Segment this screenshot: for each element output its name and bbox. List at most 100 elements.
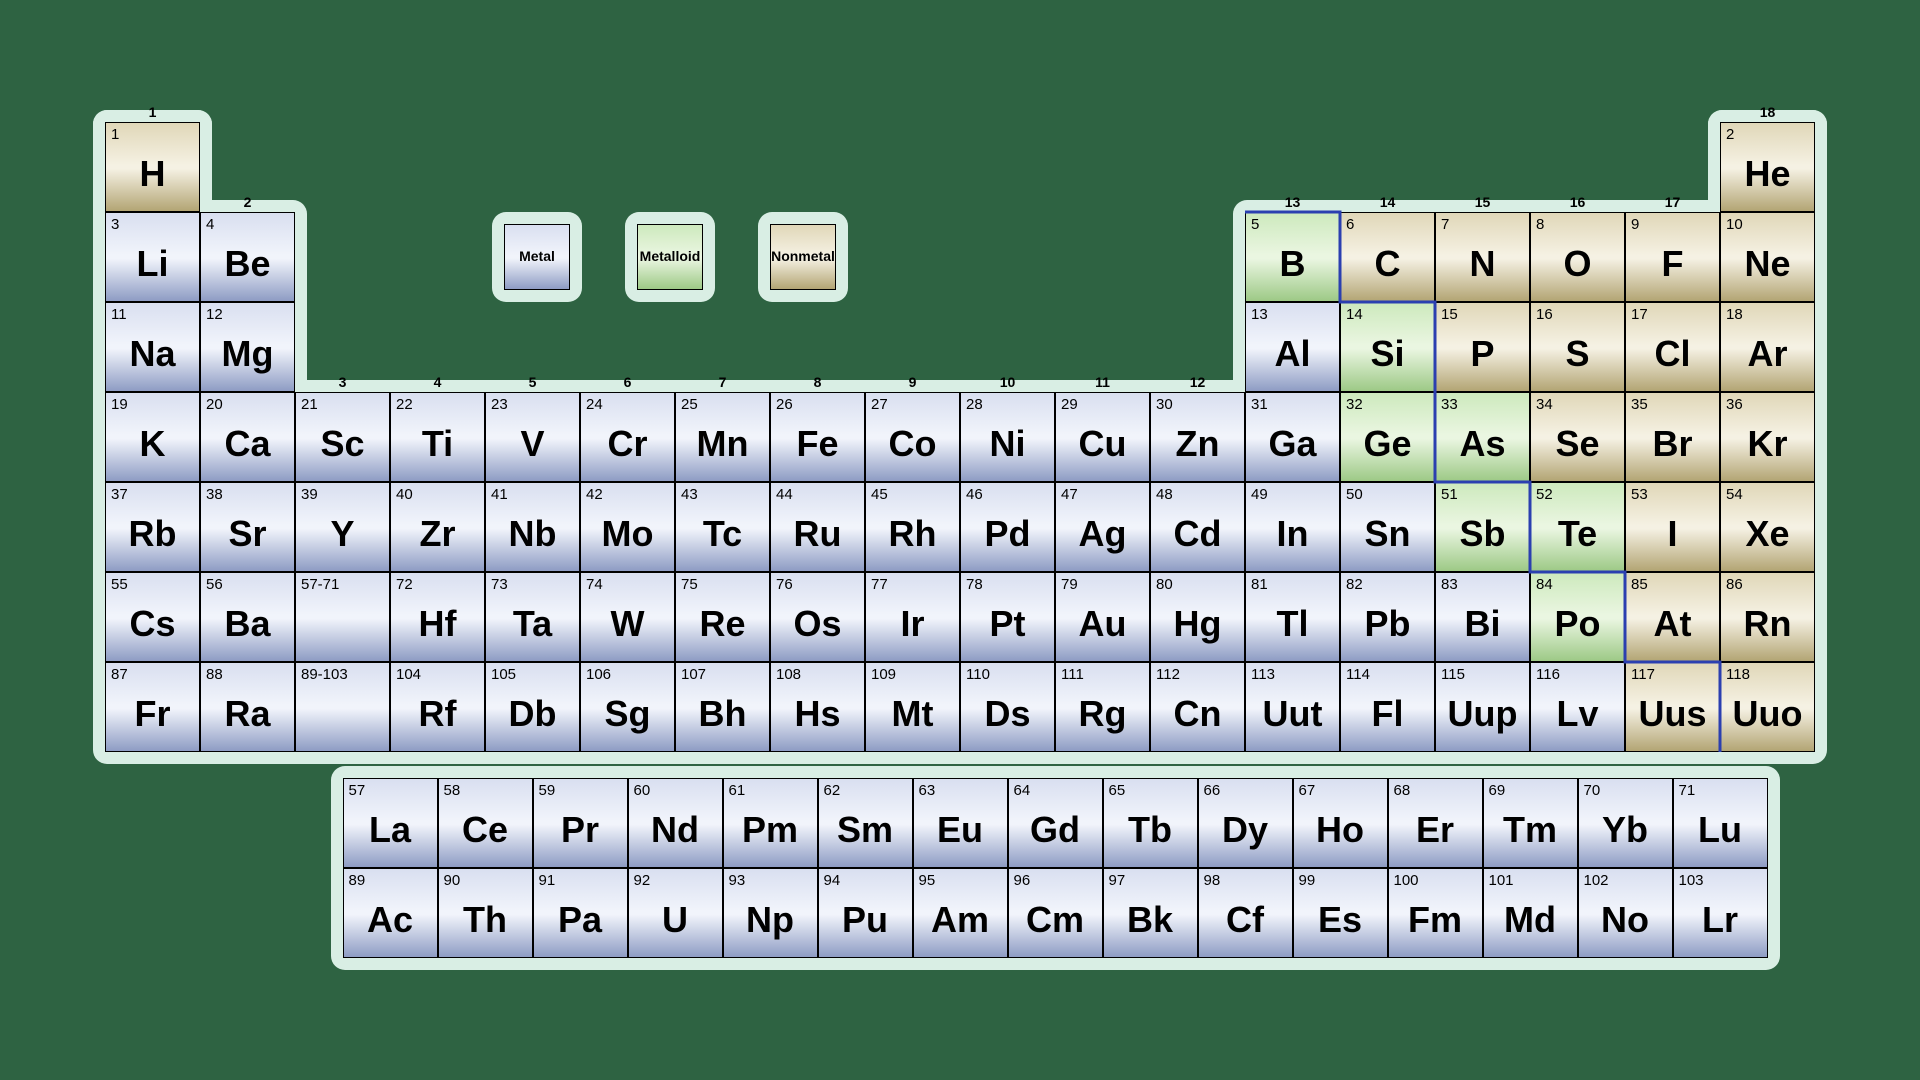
element-symbol: Mg xyxy=(201,333,294,375)
element-cell-Pm: 61Pm xyxy=(723,778,818,868)
element-cell-Pa: 91 Pa xyxy=(533,868,628,958)
element-cell-At: 85At xyxy=(1625,572,1720,662)
element-cell-Cd: 48Cd xyxy=(1150,482,1245,572)
element-cell-Se: 34Se xyxy=(1530,392,1625,482)
element-symbol: As xyxy=(1436,423,1529,465)
group-label-2: 2 xyxy=(233,194,263,210)
element-cell-Ti: 22Ti xyxy=(390,392,485,482)
element-cell-Sb: 51Sb xyxy=(1435,482,1530,572)
atomic-number: 89 xyxy=(349,872,366,889)
element-cell-Os: 76Os xyxy=(770,572,865,662)
element-symbol: Uus xyxy=(1626,693,1719,735)
atomic-number: 111 xyxy=(1061,666,1084,683)
element-symbol: Dy xyxy=(1199,809,1292,851)
atomic-number: 65 xyxy=(1109,782,1126,799)
element-symbol: Nd xyxy=(629,809,722,851)
atomic-number: 71 xyxy=(1679,782,1696,799)
element-cell-Au: 79Au xyxy=(1055,572,1150,662)
element-symbol: La xyxy=(344,809,437,851)
element-symbol: Pd xyxy=(961,513,1054,555)
element-symbol: Br xyxy=(1626,423,1719,465)
element-symbol: Pa xyxy=(534,899,627,941)
element-symbol: Ta xyxy=(486,603,579,645)
element-cell-Rg: 111 Rg xyxy=(1055,662,1150,752)
atomic-number: 117 xyxy=(1631,666,1655,683)
atomic-number: 21 xyxy=(301,396,318,413)
atomic-number: 106 xyxy=(586,666,611,683)
element-symbol: Fl xyxy=(1341,693,1434,735)
element-symbol: Zr xyxy=(391,513,484,555)
atomic-number: 41 xyxy=(491,486,508,503)
atomic-number: 63 xyxy=(919,782,936,799)
atomic-number: 81 xyxy=(1251,576,1268,593)
atomic-number: 23 xyxy=(491,396,508,413)
element-cell-No: 102No xyxy=(1578,868,1673,958)
atomic-number: 6 xyxy=(1346,216,1354,233)
atomic-number: 114 xyxy=(1346,666,1370,683)
element-cell-Rh: 45Rh xyxy=(865,482,960,572)
element-cell-Hs: 108Hs xyxy=(770,662,865,752)
element-symbol: Ce xyxy=(439,809,532,851)
element-symbol: Xe xyxy=(1721,513,1814,555)
atomic-number: 39 xyxy=(301,486,318,503)
element-cell-Mn: 25Mn xyxy=(675,392,770,482)
element-cell-Ba: 56Ba xyxy=(200,572,295,662)
atomic-number: 60 xyxy=(634,782,651,799)
atomic-number: 38 xyxy=(206,486,223,503)
element-cell-Rn: 86Rn xyxy=(1720,572,1815,662)
atomic-number: 24 xyxy=(586,396,603,413)
element-symbol: Cl xyxy=(1626,333,1719,375)
element-symbol: V xyxy=(486,423,579,465)
element-symbol: Bi xyxy=(1436,603,1529,645)
element-symbol: N xyxy=(1436,243,1529,285)
group-label-3: 3 xyxy=(328,374,358,390)
element-symbol: Ca xyxy=(201,423,294,465)
element-cell-Sc: 21Sc xyxy=(295,392,390,482)
element-cell-La: 57La xyxy=(343,778,438,868)
element-cell-Lv: 116Lv xyxy=(1530,662,1625,752)
atomic-number: 91 xyxy=(539,872,556,889)
element-cell-In: 49In xyxy=(1245,482,1340,572)
element-symbol: Rg xyxy=(1056,693,1149,735)
element-symbol: No xyxy=(1579,899,1672,941)
element-cell-Cf: 98Cf xyxy=(1198,868,1293,958)
element-cell-Ga: 31Ga xyxy=(1245,392,1340,482)
element-symbol: Hs xyxy=(771,693,864,735)
atomic-number: 72 xyxy=(396,576,413,593)
element-symbol: Bk xyxy=(1104,899,1197,941)
element-cell-Th: 90Th xyxy=(438,868,533,958)
element-cell-Db: 105Db xyxy=(485,662,580,752)
atomic-number: 83 xyxy=(1441,576,1458,593)
element-cell-Np: 93Np xyxy=(723,868,818,958)
group-label-4: 4 xyxy=(423,374,453,390)
element-cell-Cn: 112Cn xyxy=(1150,662,1245,752)
element-cell-Tc: 43Tc xyxy=(675,482,770,572)
atomic-number: 15 xyxy=(1441,306,1458,323)
element-cell-Cm: 96Cm xyxy=(1008,868,1103,958)
atomic-number: 1 xyxy=(111,126,119,143)
group-label-7: 7 xyxy=(708,374,738,390)
atomic-number: 34 xyxy=(1536,396,1553,413)
element-cell-Tb: 65Tb xyxy=(1103,778,1198,868)
element-symbol: Pu xyxy=(819,899,912,941)
element-symbol: Ir xyxy=(866,603,959,645)
element-symbol: Pb xyxy=(1341,603,1434,645)
atomic-number: 61 xyxy=(729,782,746,799)
element-cell-Gd: 64Gd xyxy=(1008,778,1103,868)
element-cell-Ho: 67Ho xyxy=(1293,778,1388,868)
element-symbol: Nb xyxy=(486,513,579,555)
element-symbol: Tm xyxy=(1484,809,1577,851)
element-symbol: Mn xyxy=(676,423,769,465)
element-symbol: Cu xyxy=(1056,423,1149,465)
element-cell-Zr: 40Zr xyxy=(390,482,485,572)
element-cell-Te: 52Te xyxy=(1530,482,1625,572)
element-symbol: Mo xyxy=(581,513,674,555)
element-symbol: Hg xyxy=(1151,603,1244,645)
element-cell-Sr: 38Sr xyxy=(200,482,295,572)
element-symbol: Ne xyxy=(1721,243,1814,285)
element-cell-Bh: 107Bh xyxy=(675,662,770,752)
element-cell-Lr: 103Lr xyxy=(1673,868,1768,958)
atomic-number: 95 xyxy=(919,872,936,889)
element-symbol: Uut xyxy=(1246,693,1339,735)
element-cell-Xe: 54Xe xyxy=(1720,482,1815,572)
